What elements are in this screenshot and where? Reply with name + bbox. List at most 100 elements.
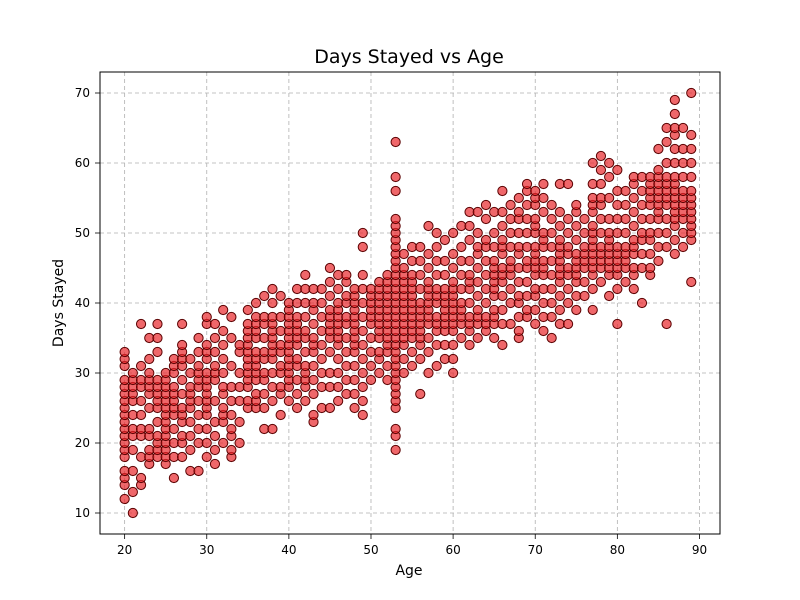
data-point bbox=[209, 395, 221, 407]
data-point bbox=[423, 346, 434, 358]
data-point bbox=[291, 353, 303, 365]
data-point bbox=[661, 227, 672, 239]
data-point bbox=[168, 423, 180, 435]
data-point bbox=[226, 360, 237, 372]
data-point bbox=[333, 381, 344, 393]
data-point bbox=[226, 311, 237, 323]
data-point bbox=[612, 318, 623, 330]
data-point bbox=[448, 248, 459, 260]
data-point bbox=[505, 199, 516, 211]
data-point bbox=[456, 332, 467, 344]
data-point bbox=[480, 297, 492, 309]
data-point bbox=[177, 318, 188, 330]
data-point bbox=[571, 199, 582, 211]
data-point bbox=[554, 290, 565, 302]
data-point bbox=[357, 227, 368, 239]
data-point bbox=[562, 213, 574, 225]
data-point bbox=[530, 185, 541, 197]
data-point bbox=[620, 276, 631, 288]
data-point bbox=[144, 367, 155, 379]
data-point bbox=[324, 276, 336, 288]
data-point bbox=[144, 423, 155, 435]
data-point bbox=[562, 241, 574, 253]
x-axis-ticks: 20 30 40 50 60 70 80 90 bbox=[117, 534, 707, 557]
data-point bbox=[259, 388, 270, 400]
data-point bbox=[316, 297, 327, 309]
data-point bbox=[349, 360, 360, 372]
data-point bbox=[439, 255, 450, 267]
data-point bbox=[686, 87, 697, 99]
y-tick-label: 20 bbox=[75, 436, 90, 450]
data-point bbox=[448, 262, 459, 274]
data-point bbox=[497, 304, 508, 316]
data-point bbox=[546, 283, 557, 295]
data-point bbox=[324, 402, 336, 414]
data-point bbox=[291, 388, 303, 400]
data-point bbox=[472, 262, 483, 274]
data-point bbox=[185, 430, 196, 442]
data-point bbox=[661, 241, 672, 253]
data-point bbox=[431, 241, 442, 253]
data-point bbox=[604, 157, 615, 169]
data-point bbox=[201, 311, 212, 323]
data-point bbox=[119, 346, 130, 358]
data-point bbox=[349, 388, 360, 400]
data-point bbox=[390, 185, 401, 197]
data-point bbox=[398, 248, 409, 260]
x-tick-label: 80 bbox=[610, 543, 625, 557]
data-point bbox=[497, 206, 508, 218]
data-point bbox=[497, 290, 508, 302]
data-point bbox=[497, 339, 508, 351]
x-axis-label: Age bbox=[395, 563, 422, 579]
data-point bbox=[127, 465, 138, 477]
data-point bbox=[398, 353, 409, 365]
data-point bbox=[472, 290, 483, 302]
data-point bbox=[357, 339, 368, 351]
data-point bbox=[464, 255, 475, 267]
data-point bbox=[669, 234, 680, 246]
data-point bbox=[669, 248, 680, 260]
data-point bbox=[357, 395, 368, 407]
data-point bbox=[300, 325, 311, 337]
data-point bbox=[357, 367, 368, 379]
data-point bbox=[201, 451, 212, 463]
data-point bbox=[669, 94, 680, 106]
data-point bbox=[612, 283, 623, 295]
data-point bbox=[135, 409, 147, 421]
data-point bbox=[423, 367, 434, 379]
data-point bbox=[595, 164, 607, 176]
data-point bbox=[620, 213, 631, 225]
data-point bbox=[390, 213, 401, 225]
data-point bbox=[505, 318, 516, 330]
data-point bbox=[218, 325, 229, 337]
data-point bbox=[168, 472, 180, 484]
data-point bbox=[686, 171, 697, 183]
data-point bbox=[579, 213, 590, 225]
data-point bbox=[587, 283, 598, 295]
data-point bbox=[661, 136, 672, 148]
data-point bbox=[390, 136, 401, 148]
data-point bbox=[521, 178, 533, 190]
data-point bbox=[193, 360, 204, 372]
data-point bbox=[423, 220, 434, 232]
data-point bbox=[357, 325, 368, 337]
data-point bbox=[135, 472, 147, 484]
data-point bbox=[595, 178, 607, 190]
data-point bbox=[579, 276, 590, 288]
data-point bbox=[374, 367, 385, 379]
x-tick-label: 40 bbox=[281, 543, 296, 557]
data-point bbox=[562, 178, 574, 190]
data-point bbox=[185, 353, 196, 365]
data-point bbox=[398, 367, 409, 379]
data-point bbox=[349, 374, 360, 386]
data-point bbox=[415, 255, 426, 267]
data-point bbox=[571, 234, 582, 246]
data-point bbox=[423, 248, 434, 260]
data-point bbox=[628, 206, 639, 218]
data-point bbox=[185, 444, 196, 456]
data-point bbox=[333, 395, 344, 407]
data-point bbox=[554, 206, 565, 218]
data-point bbox=[562, 283, 574, 295]
data-point bbox=[209, 458, 221, 470]
data-point bbox=[612, 164, 623, 176]
